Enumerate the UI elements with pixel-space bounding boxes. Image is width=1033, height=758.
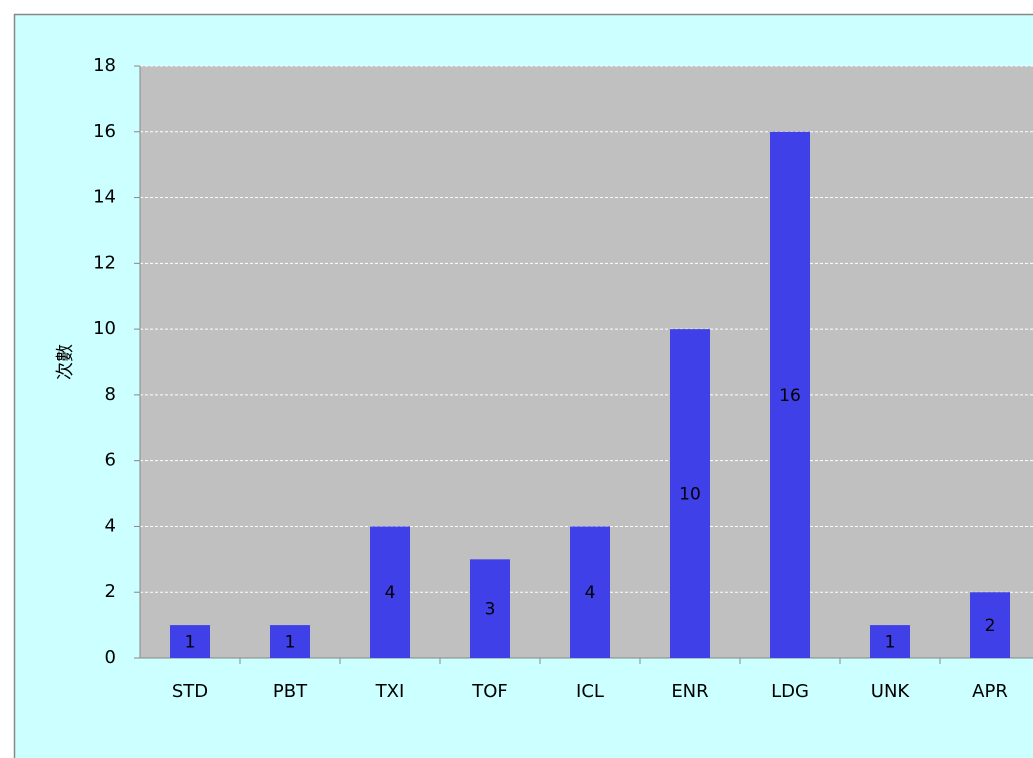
- value-label: 4: [585, 583, 596, 603]
- y-tick-label: 0: [105, 647, 116, 668]
- y-tick-label: 12: [93, 252, 116, 273]
- bar: [970, 592, 1010, 658]
- value-label: 1: [885, 633, 896, 653]
- x-tick-label: ENR: [671, 681, 708, 702]
- bar: [370, 526, 410, 658]
- x-tick-label: TXI: [375, 681, 405, 702]
- x-tick-label: PBT: [273, 681, 308, 702]
- y-tick-label: 10: [93, 318, 116, 339]
- value-label: 4: [385, 583, 396, 603]
- y-tick-label: 16: [93, 121, 116, 142]
- y-tick-label: 6: [105, 450, 116, 471]
- value-label: 2: [985, 616, 996, 636]
- x-tick-label: STD: [172, 681, 208, 702]
- x-tick-label: TOF: [471, 681, 508, 702]
- y-tick-label: 8: [105, 384, 116, 405]
- bar: [170, 625, 210, 658]
- bar: [470, 559, 510, 658]
- value-label: 3: [485, 600, 496, 620]
- y-axis-title: 次數: [55, 344, 76, 380]
- bar: [270, 625, 310, 658]
- bar: [870, 625, 910, 658]
- x-tick-label: APR: [972, 681, 1008, 702]
- value-label: 16: [779, 386, 801, 406]
- y-tick-label: 18: [93, 55, 116, 76]
- y-tick-label: 4: [105, 515, 116, 536]
- bar: [770, 131, 810, 658]
- y-tick-label: 14: [93, 187, 116, 208]
- bar: [670, 329, 710, 658]
- x-tick-label: UNK: [871, 681, 911, 702]
- x-tick-label: LDG: [771, 681, 809, 702]
- x-tick-label: ICL: [576, 681, 604, 702]
- value-label: 1: [285, 633, 296, 653]
- value-label: 10: [679, 485, 701, 505]
- bar: [570, 526, 610, 658]
- y-tick-label: 2: [105, 581, 116, 602]
- value-label: 1: [185, 633, 196, 653]
